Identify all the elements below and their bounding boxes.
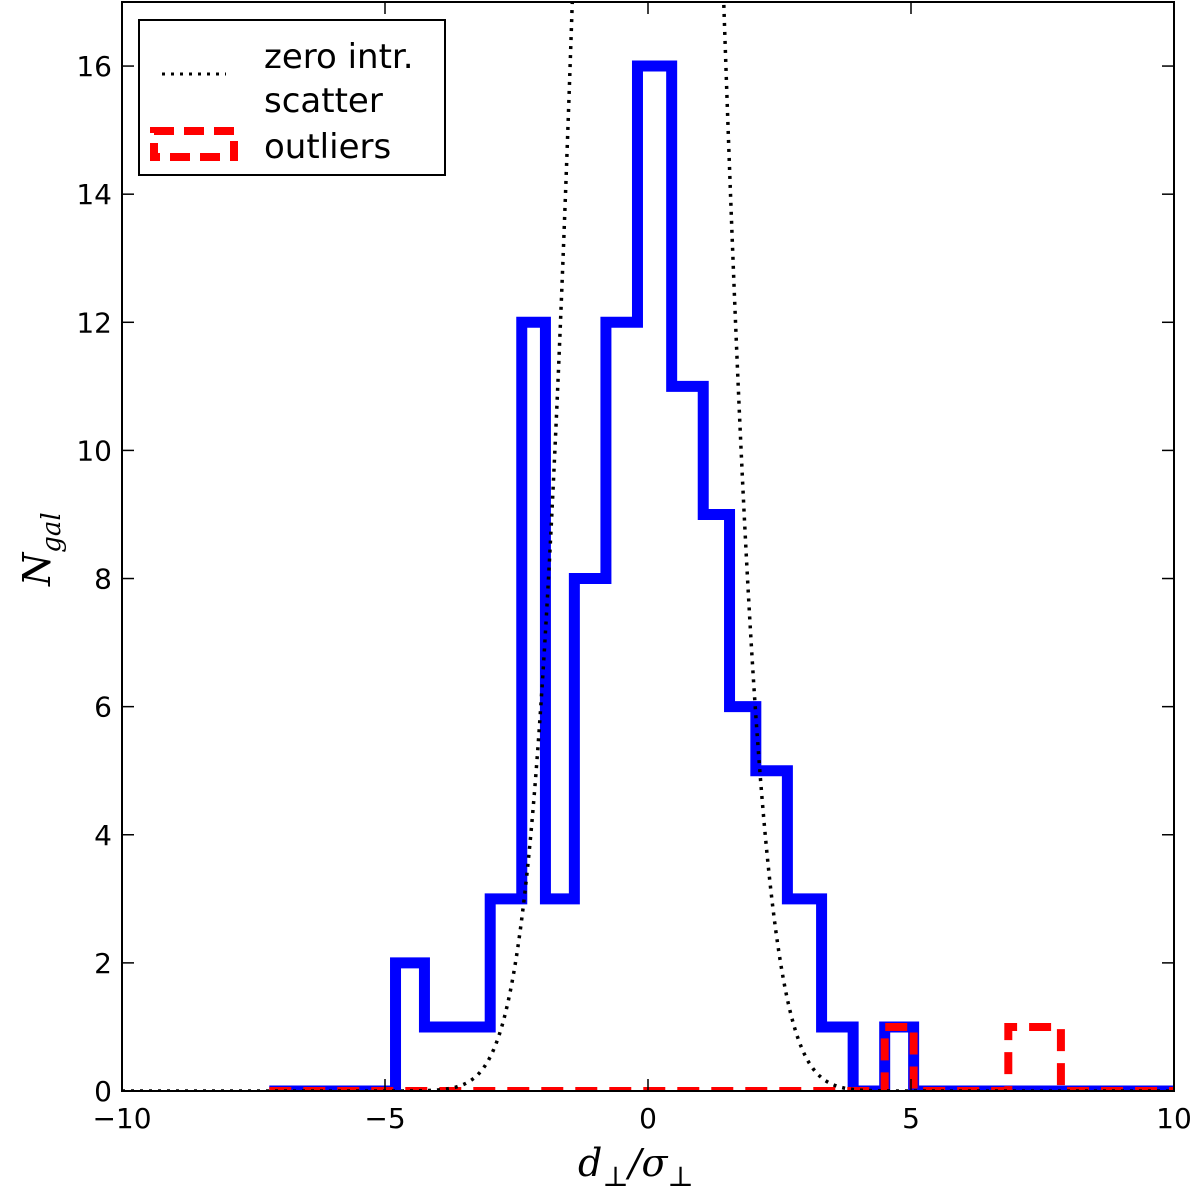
x-axis-title-main: d <box>578 1141 602 1185</box>
y-tick-label: 0 <box>94 1075 112 1108</box>
x-axis-title-sub2: ⊥ <box>667 1160 693 1189</box>
y-tick-label: 4 <box>94 819 112 852</box>
plot-background <box>122 2 1174 1091</box>
y-tick-label: 8 <box>94 563 112 596</box>
y-tick-label: 6 <box>94 691 112 724</box>
all-galaxies-histogram <box>269 60 1174 1091</box>
x-axis-title: d⊥/σ⊥ <box>578 1141 694 1189</box>
x-axis-title-sub1: ⊥ <box>602 1160 628 1189</box>
y-tick-label: 2 <box>94 947 112 980</box>
y-axis-title-sub: gal <box>37 512 67 552</box>
legend-label-zero-intr-line1: zero intr. <box>264 37 414 77</box>
x-tick-label: 0 <box>639 1102 657 1135</box>
legend: zero intr. scatter outliers <box>138 19 446 176</box>
legend-outliers-swatch <box>150 127 238 161</box>
series-layer <box>122 2 1174 1091</box>
y-tick-label: 14 <box>76 178 112 211</box>
x-tick-label: 5 <box>902 1102 920 1135</box>
svg-text:d⊥/σ⊥: d⊥/σ⊥ <box>578 1141 694 1189</box>
y-tick-label: 10 <box>76 434 112 467</box>
x-tick-label: −5 <box>364 1102 405 1135</box>
ticks-layer: −10 −5 0 5 10 0 2 4 6 8 10 12 14 16 <box>76 2 1192 1135</box>
outliers-histogram <box>269 1022 1174 1091</box>
y-tick-label: 16 <box>76 50 112 83</box>
x-tick-label: 10 <box>1156 1102 1192 1135</box>
legend-label-zero-intr-line2: scatter <box>264 81 383 121</box>
legend-box <box>138 19 446 176</box>
svg-text:Ngal: Ngal <box>15 512 67 587</box>
legend-label-outliers: outliers <box>264 127 391 167</box>
y-axis-title: Ngal <box>15 512 67 587</box>
y-tick-label: 12 <box>76 306 112 339</box>
x-axis-title-slash: /σ <box>625 1141 669 1185</box>
x-tick-label: −10 <box>92 1102 151 1135</box>
y-axis-title-main: N <box>15 551 59 587</box>
